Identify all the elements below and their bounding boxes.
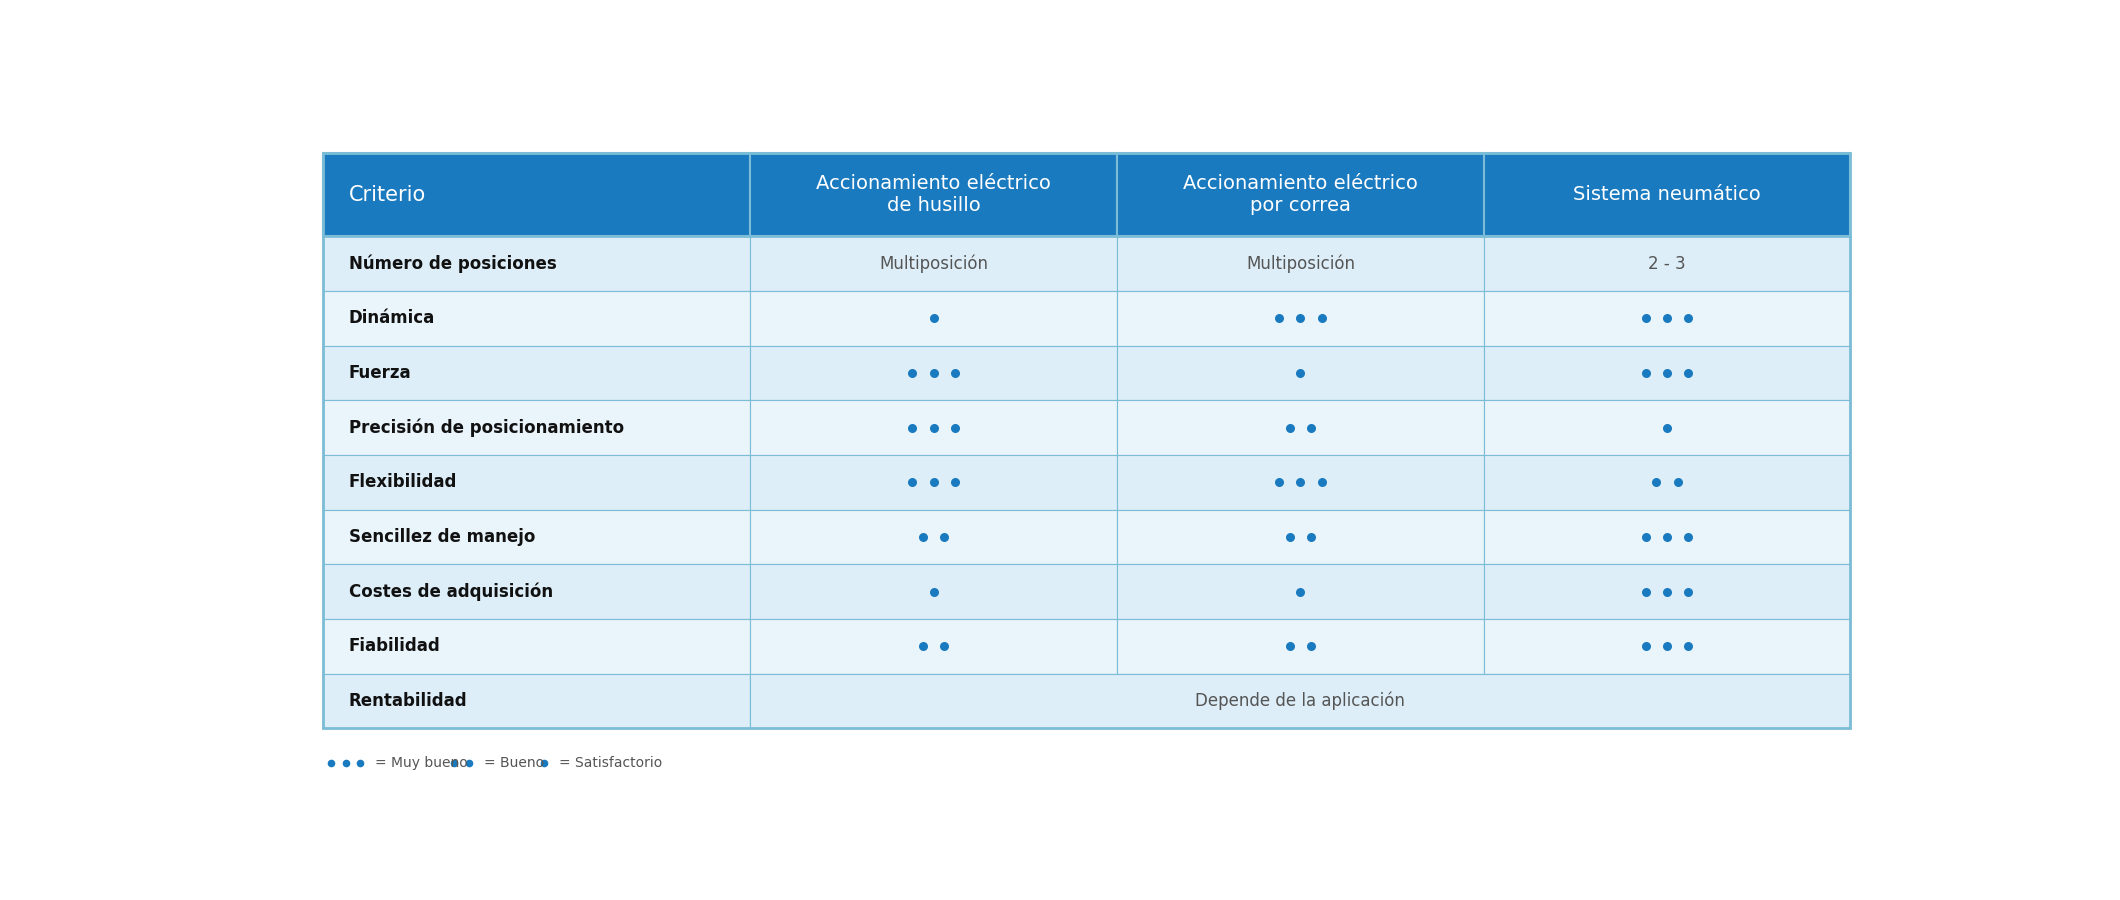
Bar — [1117, 673, 1484, 728]
Bar — [322, 237, 750, 291]
Text: 2 - 3: 2 - 3 — [1649, 255, 1685, 273]
Text: Sistema neumático: Sistema neumático — [1573, 185, 1762, 204]
Bar — [1484, 291, 1851, 346]
Bar — [750, 619, 1117, 673]
Bar — [322, 153, 750, 237]
Bar — [750, 237, 1117, 291]
Text: Precisión de posicionamiento: Precisión de posicionamiento — [350, 418, 623, 436]
Bar — [1117, 291, 1484, 346]
Bar — [1484, 509, 1851, 564]
Text: Accionamiento eléctrico
por correa: Accionamiento eléctrico por correa — [1183, 175, 1418, 215]
Text: Costes de adquisición: Costes de adquisición — [350, 582, 553, 601]
Bar — [1484, 564, 1851, 619]
Bar — [750, 564, 1117, 619]
Bar — [322, 400, 750, 455]
Text: Accionamiento eléctrico
de husillo: Accionamiento eléctrico de husillo — [816, 175, 1052, 215]
Text: Número de posiciones: Número de posiciones — [350, 255, 558, 273]
Text: = Satisfactorio: = Satisfactorio — [560, 756, 661, 770]
Bar — [322, 509, 750, 564]
Bar — [1484, 455, 1851, 509]
Bar — [322, 291, 750, 346]
Text: = Muy bueno: = Muy bueno — [375, 756, 469, 770]
Text: Multiposición: Multiposición — [880, 255, 988, 273]
Bar — [1117, 400, 1484, 455]
Bar — [750, 346, 1117, 400]
Bar — [1117, 153, 1484, 237]
Bar — [1484, 673, 1851, 728]
Bar — [1484, 153, 1851, 237]
Bar — [1484, 400, 1851, 455]
Bar — [750, 400, 1117, 455]
Bar — [322, 455, 750, 509]
Bar — [322, 346, 750, 400]
Bar — [1117, 564, 1484, 619]
Text: Fiabilidad: Fiabilidad — [350, 637, 441, 655]
Bar — [1117, 346, 1484, 400]
Bar — [322, 673, 750, 728]
Bar — [750, 291, 1117, 346]
Text: Criterio: Criterio — [350, 184, 426, 204]
Text: = Bueno: = Bueno — [483, 756, 543, 770]
Bar — [750, 673, 1851, 728]
Bar — [1117, 455, 1484, 509]
Bar — [750, 153, 1117, 237]
Text: Depende de la aplicación: Depende de la aplicación — [1196, 692, 1406, 710]
Bar — [1484, 619, 1851, 673]
Text: Dinámica: Dinámica — [350, 310, 435, 328]
Text: Fuerza: Fuerza — [350, 364, 411, 382]
Text: Sencillez de manejo: Sencillez de manejo — [350, 528, 534, 546]
Text: Flexibilidad: Flexibilidad — [350, 473, 458, 491]
Bar — [1117, 619, 1484, 673]
Bar — [750, 673, 1117, 728]
Bar — [322, 564, 750, 619]
Bar — [750, 509, 1117, 564]
Bar — [1484, 237, 1851, 291]
Bar — [750, 455, 1117, 509]
Bar — [322, 619, 750, 673]
Text: Multiposición: Multiposición — [1247, 255, 1355, 273]
Bar — [1117, 237, 1484, 291]
Text: Rentabilidad: Rentabilidad — [350, 692, 466, 710]
Bar — [1484, 346, 1851, 400]
Bar — [1117, 509, 1484, 564]
Bar — [322, 153, 1851, 728]
